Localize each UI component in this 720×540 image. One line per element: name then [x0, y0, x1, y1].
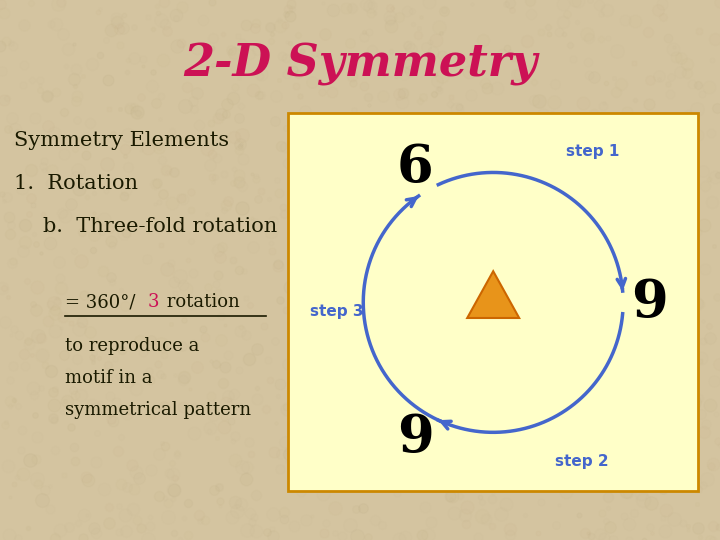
Text: rotation: rotation: [161, 293, 239, 312]
Text: 9: 9: [397, 412, 433, 463]
Text: symmetrical pattern: symmetrical pattern: [65, 401, 251, 420]
Text: 6: 6: [397, 142, 433, 193]
Text: motif in a: motif in a: [65, 369, 153, 387]
Text: step 1: step 1: [567, 144, 620, 159]
Text: 1.  Rotation: 1. Rotation: [14, 174, 138, 193]
Text: b.  Three-fold rotation: b. Three-fold rotation: [43, 217, 277, 237]
Polygon shape: [467, 271, 519, 318]
Text: = 360°/: = 360°/: [65, 293, 135, 312]
FancyBboxPatch shape: [288, 113, 698, 491]
Text: 9: 9: [631, 277, 667, 328]
Text: step 2: step 2: [554, 454, 608, 469]
Text: step 3: step 3: [310, 305, 364, 319]
Text: 2-D Symmetry: 2-D Symmetry: [183, 43, 537, 86]
Text: Symmetry Elements: Symmetry Elements: [14, 131, 230, 150]
Text: 3: 3: [148, 293, 159, 312]
Text: to reproduce a: to reproduce a: [65, 336, 199, 355]
